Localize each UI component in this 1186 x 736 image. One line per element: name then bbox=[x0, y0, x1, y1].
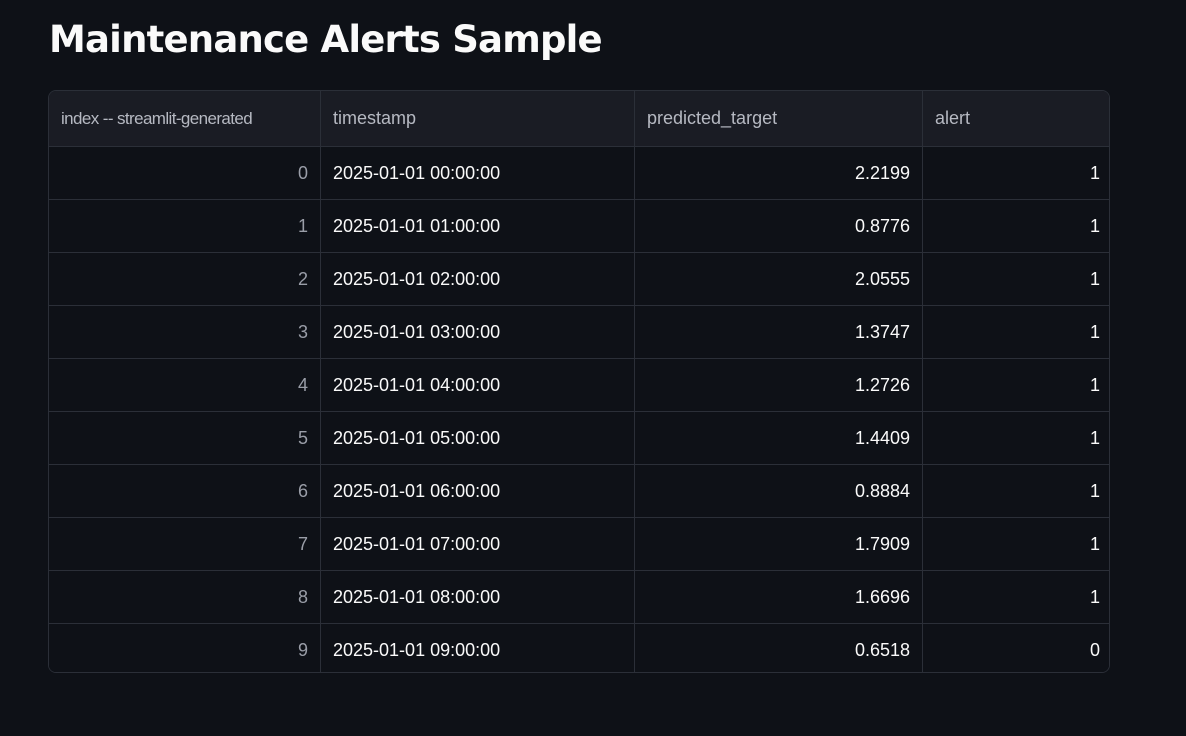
column-header-index[interactable]: index -- streamlit-generated bbox=[49, 91, 321, 147]
alerts-table: index -- streamlit-generated timestamp p… bbox=[49, 91, 1109, 672]
table-row: 3 2025-01-01 03:00:00 1.3747 1 bbox=[49, 305, 1109, 359]
row-index-cell[interactable]: 6 bbox=[49, 464, 321, 518]
predicted-target-cell[interactable]: 1.7909 bbox=[634, 517, 923, 571]
predicted-target-cell[interactable]: 1.4409 bbox=[634, 411, 923, 465]
timestamp-cell[interactable]: 2025-01-01 07:00:00 bbox=[320, 517, 635, 571]
table-header-row: index -- streamlit-generated timestamp p… bbox=[49, 91, 1109, 147]
timestamp-cell[interactable]: 2025-01-01 02:00:00 bbox=[320, 252, 635, 306]
timestamp-cell[interactable]: 2025-01-01 00:00:00 bbox=[320, 146, 635, 200]
predicted-target-cell[interactable]: 1.6696 bbox=[634, 570, 923, 624]
data-grid[interactable]: index -- streamlit-generated timestamp p… bbox=[48, 90, 1110, 673]
row-index-cell[interactable]: 9 bbox=[49, 623, 321, 672]
timestamp-cell[interactable]: 2025-01-01 01:00:00 bbox=[320, 199, 635, 253]
row-index-cell[interactable]: 2 bbox=[49, 252, 321, 306]
timestamp-cell[interactable]: 2025-01-01 08:00:00 bbox=[320, 570, 635, 624]
timestamp-cell[interactable]: 2025-01-01 06:00:00 bbox=[320, 464, 635, 518]
predicted-target-cell[interactable]: 1.3747 bbox=[634, 305, 923, 359]
table-row: 1 2025-01-01 01:00:00 0.8776 1 bbox=[49, 199, 1109, 253]
table-row: 8 2025-01-01 08:00:00 1.6696 1 bbox=[49, 570, 1109, 624]
alert-cell[interactable]: 1 bbox=[922, 305, 1109, 359]
table-row: 7 2025-01-01 07:00:00 1.7909 1 bbox=[49, 517, 1109, 571]
predicted-target-cell[interactable]: 2.0555 bbox=[634, 252, 923, 306]
table-row: 6 2025-01-01 06:00:00 0.8884 1 bbox=[49, 464, 1109, 518]
alert-cell[interactable]: 1 bbox=[922, 199, 1109, 253]
table-row: 5 2025-01-01 05:00:00 1.4409 1 bbox=[49, 411, 1109, 465]
predicted-target-cell[interactable]: 0.8884 bbox=[634, 464, 923, 518]
table-row: 2 2025-01-01 02:00:00 2.0555 1 bbox=[49, 252, 1109, 306]
alert-cell[interactable]: 1 bbox=[922, 411, 1109, 465]
timestamp-cell[interactable]: 2025-01-01 04:00:00 bbox=[320, 358, 635, 412]
predicted-target-cell[interactable]: 2.2199 bbox=[634, 146, 923, 200]
predicted-target-cell[interactable]: 0.6518 bbox=[634, 623, 923, 672]
alert-cell[interactable]: 1 bbox=[922, 146, 1109, 200]
timestamp-cell[interactable]: 2025-01-01 05:00:00 bbox=[320, 411, 635, 465]
alert-cell[interactable]: 1 bbox=[922, 358, 1109, 412]
column-header-predicted-target[interactable]: predicted_target bbox=[634, 91, 923, 147]
row-index-cell[interactable]: 3 bbox=[49, 305, 321, 359]
predicted-target-cell[interactable]: 0.8776 bbox=[634, 199, 923, 253]
alert-cell[interactable]: 1 bbox=[922, 570, 1109, 624]
row-index-cell[interactable]: 0 bbox=[49, 146, 321, 200]
column-header-timestamp[interactable]: timestamp bbox=[320, 91, 635, 147]
table-row: 9 2025-01-01 09:00:00 0.6518 0 bbox=[49, 623, 1109, 672]
row-index-cell[interactable]: 7 bbox=[49, 517, 321, 571]
timestamp-cell[interactable]: 2025-01-01 03:00:00 bbox=[320, 305, 635, 359]
row-index-cell[interactable]: 5 bbox=[49, 411, 321, 465]
page-title: Maintenance Alerts Sample bbox=[49, 18, 603, 61]
timestamp-cell[interactable]: 2025-01-01 09:00:00 bbox=[320, 623, 635, 672]
row-index-cell[interactable]: 4 bbox=[49, 358, 321, 412]
row-index-cell[interactable]: 1 bbox=[49, 199, 321, 253]
alert-cell[interactable]: 0 bbox=[922, 623, 1109, 672]
alert-cell[interactable]: 1 bbox=[922, 252, 1109, 306]
column-header-alert[interactable]: alert bbox=[922, 91, 1109, 147]
table-row: 4 2025-01-01 04:00:00 1.2726 1 bbox=[49, 358, 1109, 412]
alert-cell[interactable]: 1 bbox=[922, 517, 1109, 571]
row-index-cell[interactable]: 8 bbox=[49, 570, 321, 624]
predicted-target-cell[interactable]: 1.2726 bbox=[634, 358, 923, 412]
table-row: 0 2025-01-01 00:00:00 2.2199 1 bbox=[49, 146, 1109, 200]
alert-cell[interactable]: 1 bbox=[922, 464, 1109, 518]
